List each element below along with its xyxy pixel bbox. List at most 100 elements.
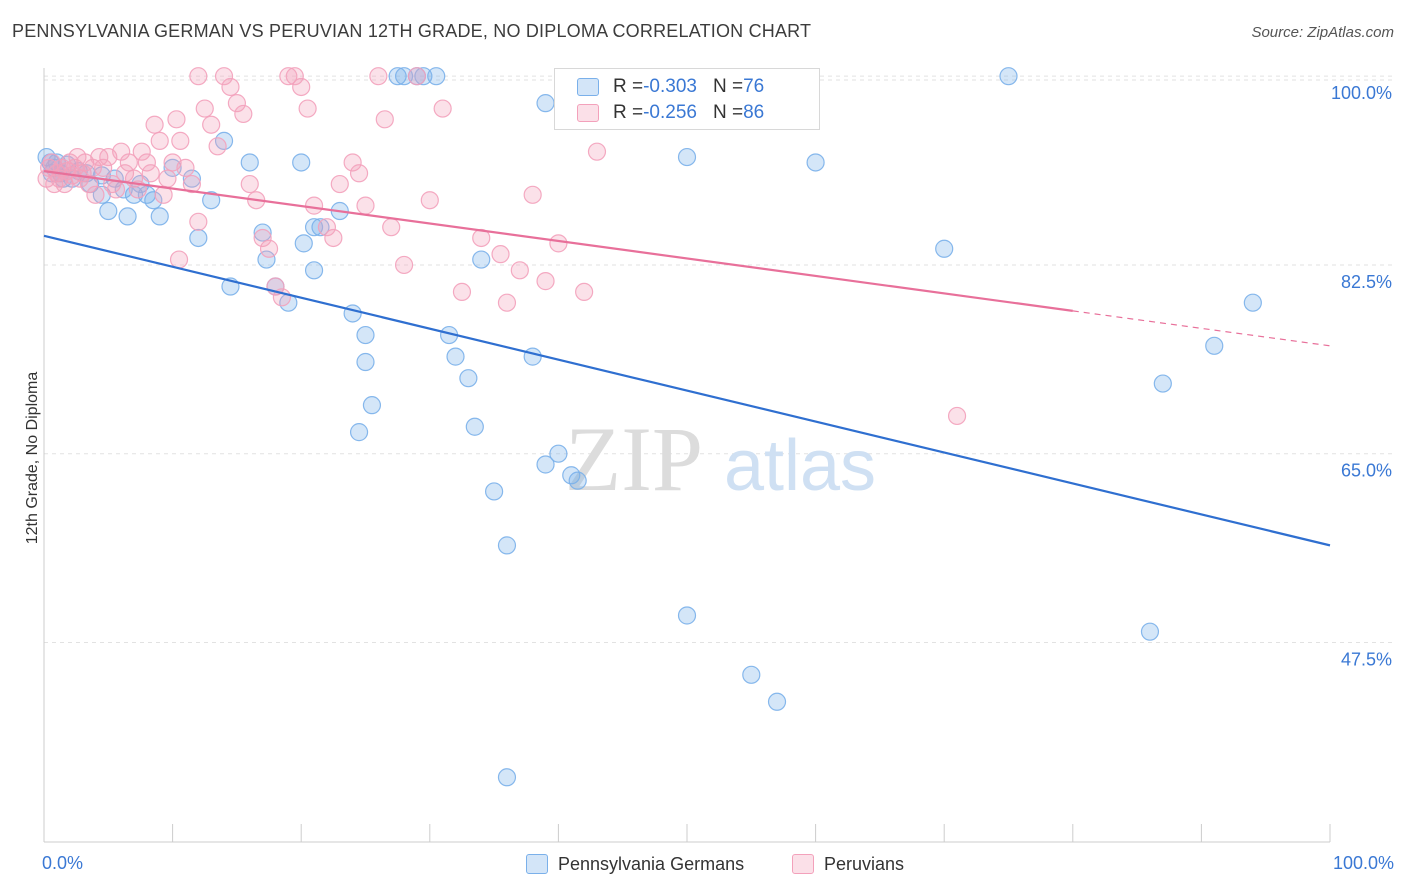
stats-legend: R = -0.303 N = 76 R = -0.256 N = 86 (554, 68, 820, 130)
data-point (304, 196, 324, 215)
data-point (259, 239, 279, 258)
data-point (304, 218, 324, 237)
data-point (163, 158, 182, 177)
trendline-peruvians (43, 170, 1073, 312)
data-point (167, 110, 186, 129)
data-point (150, 207, 169, 226)
stats-r-label: R = (613, 102, 644, 123)
data-point (132, 142, 151, 161)
data-point (388, 67, 407, 86)
data-point (549, 234, 568, 253)
data-point (806, 153, 825, 172)
data-point (343, 153, 362, 172)
data-point (356, 352, 375, 372)
trendline-peruvians-extrapolated (1072, 310, 1331, 347)
data-point (189, 212, 208, 231)
data-point (106, 180, 126, 199)
data-point (343, 304, 362, 323)
y-tick-label: 65.0% (1341, 461, 1392, 481)
data-point (523, 347, 542, 366)
data-point (947, 406, 967, 426)
legend-swatch-pennsylvania (526, 854, 548, 874)
data-point (240, 174, 259, 194)
legend-item-pennsylvania: Pennsylvania Germans (526, 852, 744, 876)
data-point (349, 423, 369, 442)
data-point (497, 293, 517, 312)
data-point (394, 255, 414, 275)
data-point (349, 164, 369, 183)
data-point (294, 234, 313, 253)
data-point (382, 218, 401, 237)
watermark-zip: ZIP (565, 408, 703, 510)
data-point (485, 482, 504, 501)
stats-r-value: -0.303 (643, 76, 697, 97)
trendlines (43, 170, 1331, 547)
data-point (330, 174, 349, 194)
data-point (298, 99, 317, 118)
data-point (45, 174, 64, 194)
data-point (145, 115, 164, 134)
data-point (497, 536, 517, 555)
data-point (208, 137, 227, 156)
y-tick-label: 82.5% (1341, 272, 1392, 292)
data-point (433, 99, 452, 118)
chart-title: PENNSYLVANIA GERMAN VS PERUVIAN 12TH GRA… (12, 21, 812, 41)
stats-n-label: N = (712, 102, 744, 123)
data-point (240, 153, 259, 172)
stats-n-label: N = (712, 76, 744, 97)
data-point (767, 692, 787, 711)
data-point (677, 147, 697, 167)
data-point (317, 218, 337, 237)
data-point (171, 131, 190, 150)
x-tick-label-min: 0.0% (42, 853, 84, 873)
legend-swatch-peruvians (792, 854, 814, 874)
data-point (1140, 622, 1160, 641)
series-pennsylvania-germans (37, 67, 1262, 787)
data-point (1205, 336, 1224, 355)
watermark-atlas: atlas (724, 426, 876, 506)
legend-label-peruvians: Peruvians (824, 853, 905, 874)
data-point (1153, 374, 1172, 393)
axes (43, 68, 1331, 843)
data-point (536, 94, 555, 113)
data-point (587, 142, 607, 161)
data-point (86, 185, 105, 204)
stats-r-label: R = (613, 76, 644, 97)
data-point (141, 164, 160, 183)
data-point (497, 768, 517, 787)
watermark: ZIP atlas (565, 408, 876, 510)
data-point (202, 115, 221, 134)
data-point (414, 67, 433, 86)
data-point (158, 169, 177, 188)
data-point (42, 153, 61, 172)
data-point (510, 261, 529, 280)
data-point (182, 169, 201, 188)
source-label: Source: ZipAtlas.com (1251, 24, 1394, 41)
data-point (491, 245, 510, 264)
data-point (189, 228, 208, 248)
data-point (195, 99, 214, 118)
stats-n-value: 86 (743, 102, 765, 123)
data-point (575, 282, 594, 302)
data-point (935, 239, 954, 258)
data-point (279, 67, 298, 86)
data-point (472, 250, 491, 269)
data-point (257, 250, 276, 269)
data-point (83, 158, 102, 177)
data-point (427, 67, 446, 86)
stats-row-pennsylvania: R = -0.303 N = 76 (577, 75, 764, 99)
data-point (137, 153, 156, 172)
data-point (118, 207, 137, 226)
data-point (285, 67, 304, 86)
data-point (394, 67, 414, 86)
data-point (356, 325, 375, 345)
data-point (253, 223, 272, 242)
data-point (459, 369, 478, 388)
data-point (99, 201, 118, 221)
data-point (253, 228, 272, 248)
data-point (742, 665, 761, 684)
legend-label-pennsylvania: Pennsylvania Germans (558, 853, 745, 874)
stats-r-value: -0.256 (643, 102, 697, 123)
stats-row-peruvians: R = -0.256 N = 86 (577, 101, 764, 125)
